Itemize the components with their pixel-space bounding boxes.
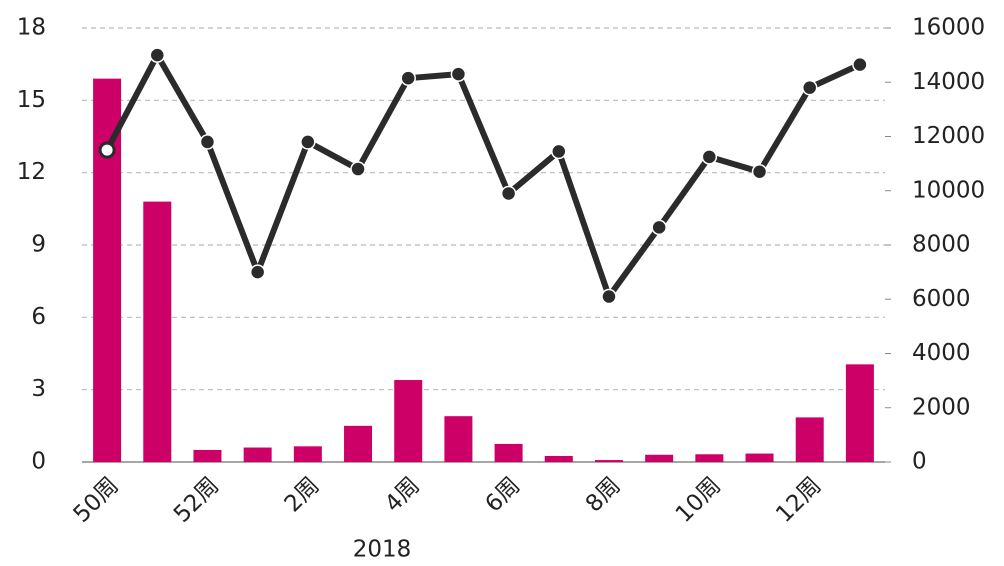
y-tick-label: 3	[31, 376, 46, 402]
bar	[645, 454, 674, 462]
line-marker	[199, 134, 216, 150]
bar	[544, 455, 573, 462]
line-marker	[551, 143, 567, 160]
line-marker	[249, 264, 266, 280]
x-tick-label: 8周	[581, 472, 626, 517]
y-tick-label: 0	[31, 449, 46, 475]
bar	[394, 380, 423, 462]
y2-tick-label: 10000	[912, 177, 985, 203]
x-axis-label: 2018	[353, 537, 412, 563]
y-tick-label: 9	[31, 232, 46, 258]
line-marker	[651, 219, 667, 236]
bar	[845, 364, 874, 462]
bar	[494, 443, 523, 462]
x-tick-label: 4周	[380, 472, 425, 517]
line-marker	[852, 56, 868, 73]
bar	[143, 201, 172, 462]
y-tick-label: 15	[17, 87, 46, 113]
y2-tick-label: 8000	[912, 232, 971, 258]
y2-tick-label: 6000	[912, 286, 971, 312]
bar	[695, 454, 724, 462]
line	[104, 52, 862, 300]
bar	[795, 417, 824, 462]
x-tick-label: 2周	[280, 472, 325, 517]
y2-tick-label: 14000	[912, 69, 985, 95]
y-tick-label: 12	[17, 159, 46, 185]
line-marker	[751, 164, 768, 180]
bar	[594, 460, 623, 462]
x-tick-label: 50周	[69, 472, 124, 527]
y2-tick-label: 16000	[912, 15, 985, 41]
x-tick-label: 6周	[480, 472, 525, 517]
line-marker	[450, 66, 467, 82]
line-marker	[500, 185, 517, 202]
y-tick-label: 18	[17, 15, 46, 41]
bar	[293, 446, 322, 462]
line-marker	[400, 70, 416, 86]
line-marker	[98, 141, 116, 159]
y2-tick-label: 4000	[912, 340, 971, 366]
bar	[344, 425, 373, 462]
line-marker	[149, 47, 166, 63]
line-marker	[601, 288, 617, 305]
y-tick-label: 6	[31, 304, 46, 330]
y2-tick-label: 2000	[912, 394, 971, 420]
bar	[745, 453, 774, 462]
line-marker	[350, 161, 366, 177]
x-tick-label: 12周	[771, 472, 826, 527]
x-tick-label: 10周	[671, 472, 726, 527]
line-marker	[801, 79, 818, 96]
y2-tick-label: 0	[912, 449, 927, 475]
y2-tick-label: 12000	[912, 123, 985, 149]
bar	[444, 416, 473, 462]
bar	[243, 447, 272, 462]
line-marker	[701, 149, 718, 165]
x-tick-label: 52周	[169, 472, 224, 527]
bar	[193, 449, 222, 462]
line-marker	[300, 134, 316, 150]
